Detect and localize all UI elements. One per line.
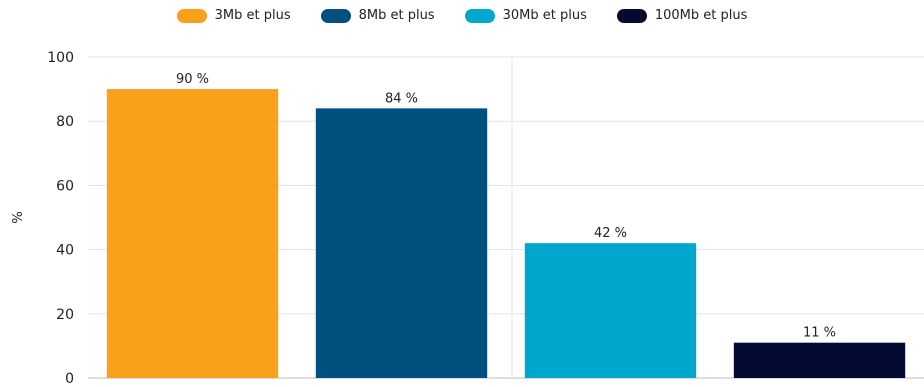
- legend-item-100mb[interactable]: 100Mb et plus: [616, 8, 748, 23]
- bar-value-label: 42 %: [594, 226, 627, 241]
- bar[interactable]: [733, 342, 906, 378]
- y-tick-label: 40: [56, 243, 74, 259]
- legend-swatch-100mb: [616, 8, 647, 23]
- legend-item-30mb[interactable]: 30Mb et plus: [464, 8, 587, 23]
- y-tick-label: 0: [65, 371, 74, 387]
- bars: [106, 89, 906, 379]
- bar[interactable]: [106, 89, 279, 378]
- y-tick-labels: 0 20 40 60 80 100: [47, 50, 74, 387]
- bar-value-label: 11 %: [803, 326, 836, 341]
- data-labels: 90 % 84 % 42 % 11 %: [176, 72, 836, 341]
- bar[interactable]: [315, 108, 488, 379]
- y-tick-label: 60: [56, 178, 74, 194]
- legend-item-3mb[interactable]: 3Mb et plus: [176, 8, 291, 23]
- y-axis-title: %: [11, 211, 26, 223]
- legend-label-8mb: 8Mb et plus: [358, 8, 435, 23]
- bar-value-label: 84 %: [385, 91, 418, 106]
- y-tick-label: 20: [56, 307, 74, 323]
- legend-label-100mb: 100Mb et plus: [654, 8, 748, 23]
- bar-value-label: 90 %: [176, 72, 209, 87]
- legend-swatch-8mb: [320, 8, 351, 23]
- chart-legend: 3Mb et plus 8Mb et plus 30Mb et plus 100…: [0, 8, 924, 23]
- y-tick-label: 100: [47, 50, 74, 66]
- legend-swatch-3mb: [176, 8, 207, 23]
- bar[interactable]: [524, 243, 697, 378]
- legend-label-30mb: 30Mb et plus: [502, 8, 587, 23]
- legend-item-8mb[interactable]: 8Mb et plus: [320, 8, 435, 23]
- legend-label-3mb: 3Mb et plus: [214, 8, 291, 23]
- y-tick-label: 80: [56, 114, 74, 130]
- legend-swatch-30mb: [464, 8, 495, 23]
